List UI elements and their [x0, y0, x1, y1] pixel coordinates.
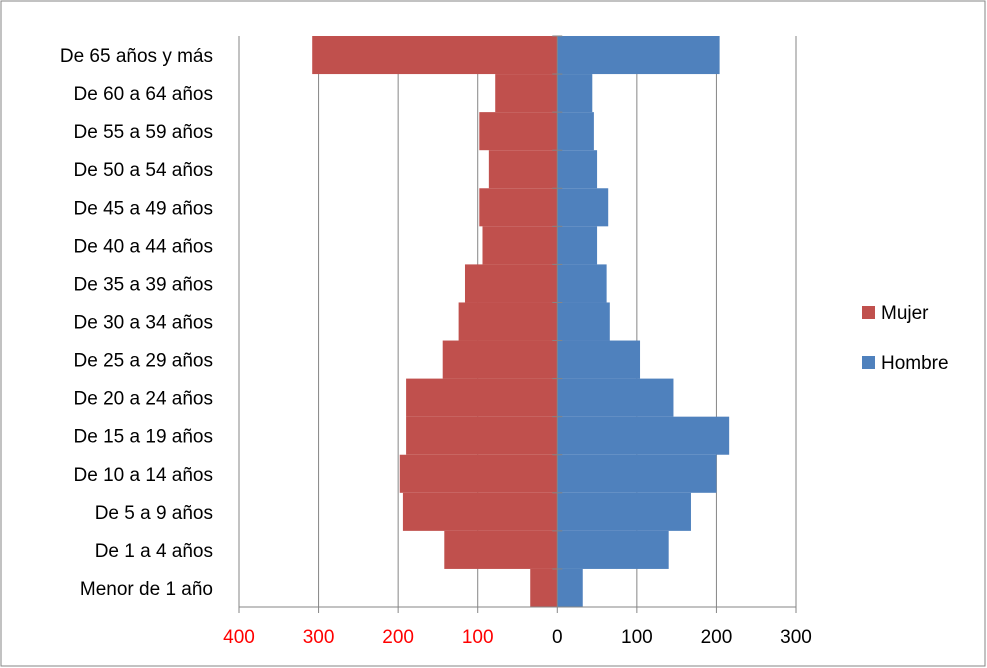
bar-mujer-3	[488, 150, 558, 189]
legend: Mujer Hombre	[862, 303, 949, 374]
bar-hombre-10	[557, 416, 730, 455]
bar-hombre-14	[557, 568, 583, 607]
bar-hombre-9	[557, 378, 674, 417]
bar-mujer-13	[444, 530, 558, 569]
bar-hombre-7	[557, 302, 610, 341]
bar-mujer-1	[495, 74, 558, 113]
bar-mujer-2	[479, 112, 558, 151]
category-label-10: De 15 a 19 años	[74, 427, 213, 448]
category-label-1: De 60 a 64 años	[74, 84, 213, 105]
bar-mujer-0	[312, 36, 558, 75]
bar-hombre-3	[557, 150, 598, 189]
bar-layer	[312, 36, 730, 607]
x-tick-label-1: 300	[303, 627, 335, 648]
category-label-8: De 25 a 29 años	[74, 351, 213, 372]
category-label-9: De 20 a 24 años	[74, 389, 213, 410]
bar-hombre-12	[557, 492, 691, 531]
bar-mujer-4	[479, 188, 558, 227]
category-label-5: De 40 a 44 años	[74, 236, 213, 257]
legend-label-mujer: Mujer	[881, 303, 929, 324]
x-tick-label-7: 300	[780, 627, 812, 648]
bar-mujer-11	[399, 454, 558, 493]
bar-mujer-14	[530, 568, 558, 607]
legend-swatch-mujer	[862, 306, 875, 319]
label-layer: 400 300 200 100 0 100 200 300 De 65 años y más De…	[60, 46, 812, 648]
category-label-2: De 55 a 59 años	[74, 122, 213, 143]
category-label-13: De 1 a 4 años	[95, 541, 213, 562]
category-label-12: De 5 a 9 años	[95, 503, 213, 524]
bar-mujer-9	[406, 378, 558, 417]
bar-mujer-5	[482, 226, 558, 265]
bar-hombre-2	[557, 112, 594, 151]
bar-hombre-0	[557, 36, 720, 75]
bar-hombre-11	[557, 454, 717, 493]
legend-swatch-hombre	[862, 356, 875, 369]
category-label-6: De 35 a 39 años	[74, 274, 213, 295]
bar-mujer-6	[464, 264, 558, 303]
x-tick-label-5: 100	[621, 627, 653, 648]
legend-label-hombre: Hombre	[881, 353, 949, 374]
x-tick-label-2: 200	[382, 627, 414, 648]
bar-hombre-1	[557, 74, 593, 113]
x-tick-label-0: 400	[223, 627, 255, 648]
bar-mujer-8	[442, 340, 558, 379]
bar-mujer-7	[458, 302, 558, 341]
category-label-4: De 45 a 49 años	[74, 198, 213, 219]
bar-hombre-13	[557, 530, 669, 569]
x-tick-label-3: 100	[462, 627, 494, 648]
grid-layer	[238, 36, 797, 607]
bar-hombre-8	[557, 340, 641, 379]
category-label-11: De 10 a 14 años	[74, 465, 213, 486]
category-label-7: De 30 a 34 años	[74, 313, 213, 334]
bar-hombre-5	[557, 226, 598, 265]
x-tick-label-6: 200	[701, 627, 733, 648]
x-tick-label-4: 0	[552, 627, 563, 648]
axis-layer	[238, 35, 797, 613]
category-label-3: De 50 a 54 años	[74, 160, 213, 181]
bar-mujer-10	[406, 416, 558, 455]
bar-mujer-12	[402, 492, 558, 531]
category-label-14: Menor de 1 año	[80, 579, 213, 600]
bar-hombre-6	[557, 264, 607, 303]
category-label-0: De 65 años y más	[60, 46, 213, 67]
bar-hombre-4	[557, 188, 609, 227]
